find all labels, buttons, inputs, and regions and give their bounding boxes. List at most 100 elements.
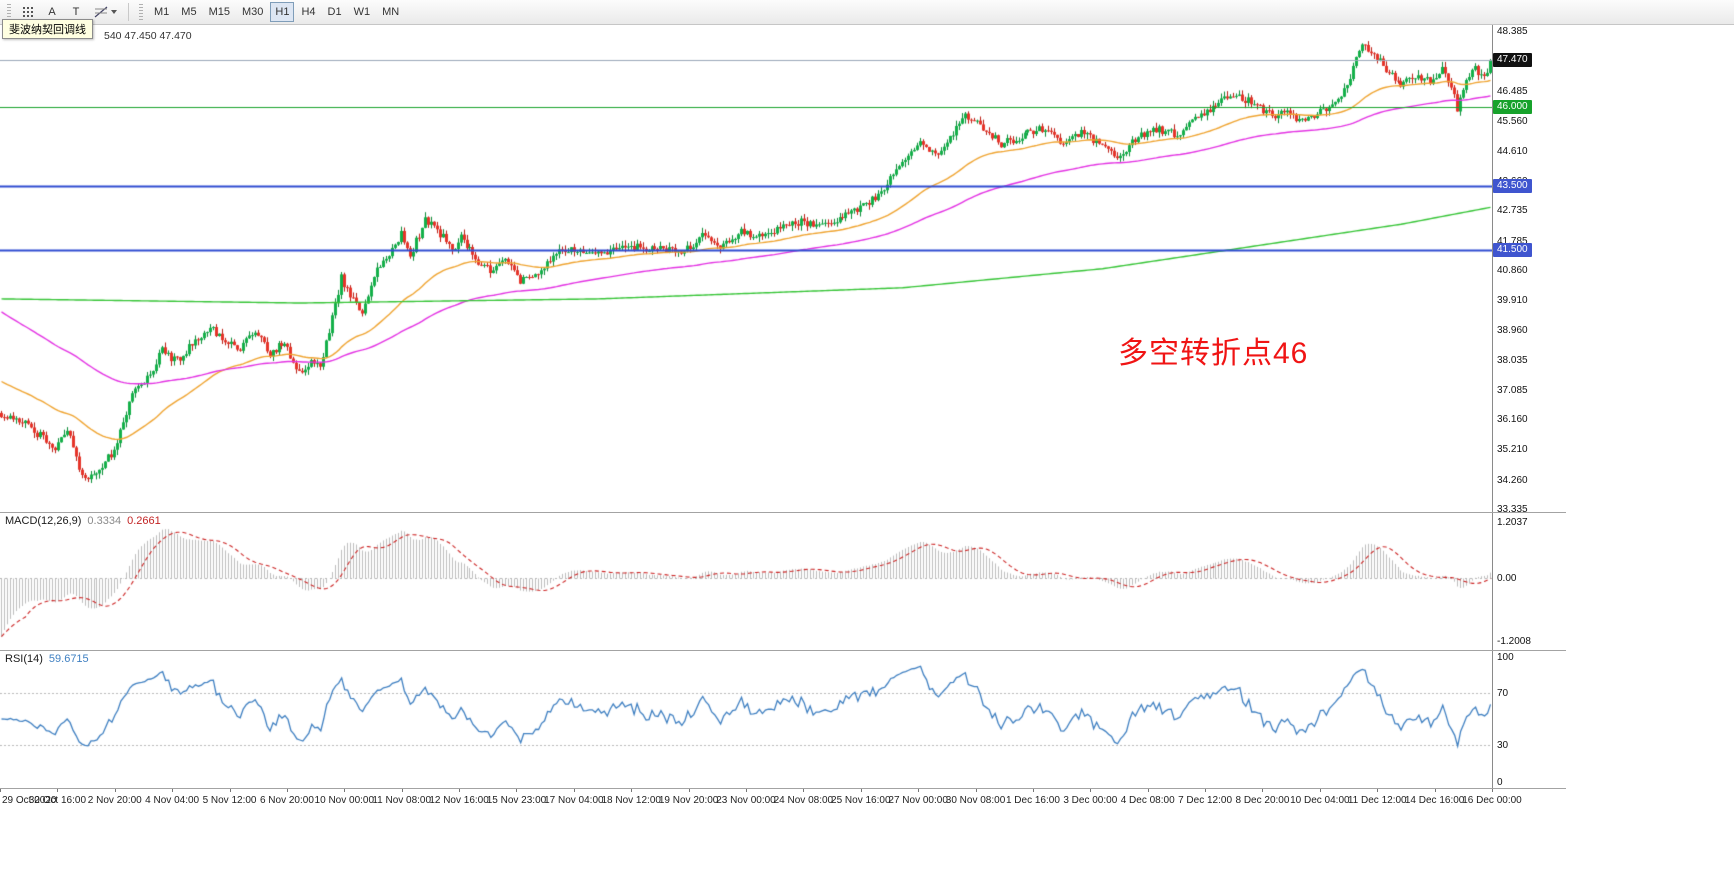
time-axis-label: 11 Nov 08:00 — [372, 795, 432, 806]
price-axis-label: 39.910 — [1497, 295, 1528, 307]
text-label-tool-button[interactable]: A — [41, 2, 63, 22]
time-axis-label: 18 Nov 12:00 — [601, 795, 661, 806]
price-axis-label: 36.160 — [1497, 414, 1528, 426]
price-panel[interactable]: 540 47.450 47.470 多空转折点46 — [0, 25, 1492, 512]
price-axis-label: 48.385 — [1497, 26, 1528, 37]
time-axis-tick — [459, 789, 460, 792]
fibonacci-tool-button[interactable] — [89, 2, 122, 22]
time-axis-tick — [976, 789, 977, 792]
time-axis-tick — [1148, 789, 1149, 792]
time-axis-tick — [344, 789, 345, 792]
timeframe-mn-button[interactable]: MN — [377, 2, 404, 22]
time-axis-label: 27 Nov 00:00 — [888, 795, 948, 806]
time-axis-tick — [746, 789, 747, 792]
time-axis-tick — [1435, 789, 1436, 792]
price-axis-label: 42.735 — [1497, 205, 1528, 217]
time-axis-label: 4 Dec 08:00 — [1120, 795, 1175, 806]
time-axis-label: 1 Dec 16:00 — [1005, 795, 1060, 806]
time-axis-tick — [402, 789, 403, 792]
price-axis-label: 37.085 — [1497, 384, 1528, 396]
time-axis-tick — [0, 789, 1, 792]
time-axis-label: 30 Oct 16:00 — [28, 795, 87, 806]
price-axis-label: 44.610 — [1497, 145, 1528, 157]
price-axis-label: 40.860 — [1497, 264, 1528, 276]
time-axis-label: 8 Dec 20:00 — [1235, 795, 1290, 806]
toolbar-drag-handle[interactable] — [7, 4, 11, 20]
time-axis-tick — [1033, 789, 1034, 792]
time-axis-tick — [1262, 789, 1263, 792]
price-axis-column[interactable] — [1492, 25, 1566, 788]
rsi-chart-canvas[interactable] — [0, 651, 1492, 788]
time-axis-tick — [1492, 789, 1493, 792]
time-axis-label: 10 Dec 04:00 — [1290, 795, 1350, 806]
macd-axis-label: 0.00 — [1497, 572, 1517, 584]
rsi-label: RSI(14) — [5, 653, 43, 665]
rsi-axis-label: 30 — [1497, 739, 1509, 751]
price-level-badge: 41.500 — [1493, 242, 1532, 257]
time-axis-label: 3 Dec 00:00 — [1063, 795, 1118, 806]
timeframe-w1-button[interactable]: W1 — [349, 2, 376, 22]
time-axis-tick — [803, 789, 804, 792]
cursor-tool-button[interactable] — [17, 2, 39, 22]
text-tool-button[interactable]: T — [65, 2, 87, 22]
macd-panel[interactable]: MACD(12,26,9) 0.3334 0.2661 — [0, 513, 1492, 650]
price-axis-label: 38.960 — [1497, 325, 1528, 337]
ohlc-readout: 540 47.450 47.470 — [104, 30, 192, 42]
time-axis-tick — [689, 789, 690, 792]
price-level-badge: 47.470 — [1493, 53, 1532, 68]
time-axis-label: 12 Nov 16:00 — [429, 795, 489, 806]
time-axis-tick — [115, 789, 116, 792]
time-axis-label: 6 Nov 20:00 — [259, 795, 314, 806]
price-axis-label: 46.485 — [1497, 86, 1528, 98]
rsi-panel-divider[interactable] — [0, 650, 1566, 651]
timeframe-h1-button[interactable]: H1 — [270, 2, 295, 22]
timeframe-m30-button[interactable]: M30 — [237, 2, 268, 22]
time-axis-label: 23 Nov 00:00 — [716, 795, 776, 806]
fibonacci-tool-icon — [94, 6, 108, 18]
toolbar-separator — [128, 3, 129, 21]
macd-header: MACD(12,26,9) 0.3334 0.2661 — [5, 515, 161, 527]
time-axis-label: 29 Oct 2020 — [2, 795, 57, 806]
time-axis-label: 19 Nov 20:00 — [658, 795, 719, 806]
macd-axis-label: 1.2037 — [1497, 517, 1528, 528]
price-axis-labels[interactable]: 48.38546.48545.56044.61043.66042.73541.7… — [1492, 25, 1566, 515]
macd-axis-label: -1.2008 — [1497, 636, 1531, 647]
time-axis-label: 2 Nov 20:00 — [87, 795, 142, 806]
time-axis-tick — [574, 789, 575, 792]
rsi-panel[interactable]: RSI(14) 59.6715 — [0, 651, 1492, 788]
timeframe-m1-button[interactable]: M1 — [149, 2, 174, 22]
price-level-badge: 43.500 — [1493, 179, 1532, 194]
price-axis-label: 33.335 — [1497, 503, 1528, 515]
rsi-axis-label: 0 — [1497, 777, 1503, 788]
rsi-axis-labels: 100 70 30 0 — [1492, 651, 1566, 788]
chart-annotation-text: 多空转折点46 — [1118, 337, 1309, 370]
timeframe-m15-button[interactable]: M15 — [204, 2, 235, 22]
time-axis-tick — [1205, 789, 1206, 792]
timeframe-drag-handle[interactable] — [139, 4, 143, 20]
chart-window: 540 47.450 47.470 多空转折点46 MACD(12,26,9) 0… — [0, 25, 1566, 812]
toolbar: A T M1 M5 M15 M30 H1 H4 D1 W1 MN — [0, 0, 1734, 25]
macd-chart-canvas[interactable] — [0, 513, 1492, 650]
time-axis-label: 25 Nov 16:00 — [831, 795, 891, 806]
time-axis-label: 17 Nov 04:00 — [544, 795, 604, 806]
price-axis-label: 38.035 — [1497, 354, 1528, 366]
time-axis-tick — [287, 789, 288, 792]
time-axis-label: 24 Nov 08:00 — [773, 795, 834, 806]
time-axis-tick — [631, 789, 632, 792]
macd-panel-divider[interactable] — [0, 512, 1566, 513]
price-axis-label: 34.260 — [1497, 474, 1528, 486]
time-axis-tick — [861, 789, 862, 792]
price-chart-canvas[interactable] — [0, 25, 1492, 512]
time-axis-label: 5 Nov 12:00 — [202, 795, 257, 806]
macd-axis-labels: 1.2037 0.00 -1.2008 — [1492, 513, 1566, 650]
rsi-header: RSI(14) 59.6715 — [5, 653, 89, 665]
time-axis-label: 14 Dec 16:00 — [1404, 795, 1465, 806]
time-axis-tick — [1377, 789, 1378, 792]
pointer-grid-icon — [23, 7, 33, 17]
timeframe-h4-button[interactable]: H4 — [296, 2, 320, 22]
price-level-badge: 46.000 — [1493, 99, 1532, 114]
timeframe-d1-button[interactable]: D1 — [323, 2, 347, 22]
fibonacci-tooltip: 斐波纳契回调线 — [2, 19, 93, 39]
time-axis[interactable]: 29 Oct 2020 30 Oct 16:00 2 Nov 20:00 4 Nov … — [0, 789, 1566, 812]
timeframe-m5-button[interactable]: M5 — [176, 2, 201, 22]
